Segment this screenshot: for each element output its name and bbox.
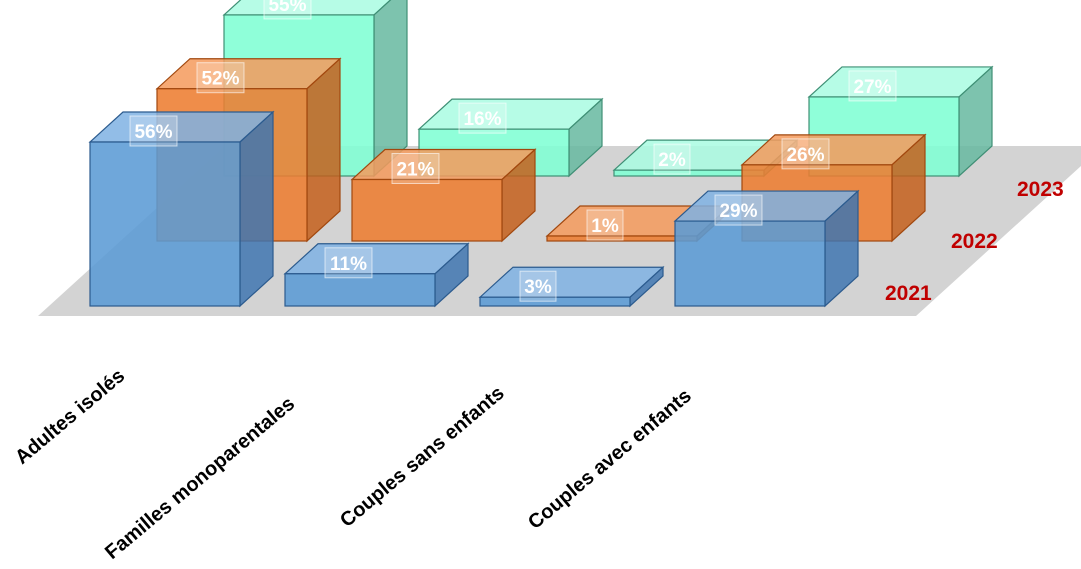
value-label: 52%	[201, 69, 239, 90]
value-label: 16%	[463, 109, 501, 130]
value-label: 3%	[524, 277, 552, 298]
bar-2021-0: 56%	[88, 110, 275, 308]
value-label: 26%	[786, 145, 824, 166]
series-label-2021: 2021	[885, 282, 932, 305]
value-label-box	[129, 115, 178, 147]
category-label: Adultes isolés	[11, 365, 129, 469]
bar-side	[306, 57, 341, 243]
value-label-box	[781, 138, 830, 170]
value-label: 27%	[853, 77, 891, 98]
value-label-box	[391, 153, 440, 184]
bar-2021-3: 29%	[673, 189, 860, 308]
value-label: 2%	[658, 150, 686, 171]
bar-front	[89, 141, 241, 307]
category-label: Familles monoparentales	[101, 393, 299, 564]
value-label-box	[586, 209, 624, 241]
value-label-box	[714, 194, 763, 226]
bars-group: 55% 16% 2% 27% 52% 21% 1% 26% 56% 11% 3% 29%	[88, 0, 994, 308]
bar-2021-2: 3%	[478, 265, 665, 308]
category-label: Couples sans enfants	[336, 382, 508, 532]
value-label-box	[458, 102, 507, 134]
value-label: 21%	[396, 160, 434, 181]
value-label: 29%	[719, 201, 757, 222]
value-label-box	[196, 62, 245, 94]
bar-2022-1: 21%	[350, 148, 537, 243]
bar-front	[674, 220, 826, 307]
bar-side	[239, 110, 274, 308]
value-label: 11%	[330, 254, 367, 275]
value-label: 55%	[268, 0, 306, 16]
bar-2021-1: 11%	[283, 242, 470, 308]
value-label-box	[519, 270, 557, 302]
value-label-box	[848, 70, 897, 102]
category-label: Couples avec enfants	[524, 385, 696, 534]
bar-front	[284, 273, 436, 307]
series-label-2023: 2023	[1017, 178, 1064, 201]
value-label-box	[653, 143, 691, 175]
bar-front	[351, 178, 503, 242]
value-label-box	[324, 247, 373, 279]
value-label-box	[263, 0, 312, 20]
value-label: 56%	[134, 122, 172, 143]
series-label-2022: 2022	[951, 230, 998, 253]
value-label: 1%	[591, 216, 619, 237]
series-labels: 2021 2022 2023	[885, 178, 1064, 305]
